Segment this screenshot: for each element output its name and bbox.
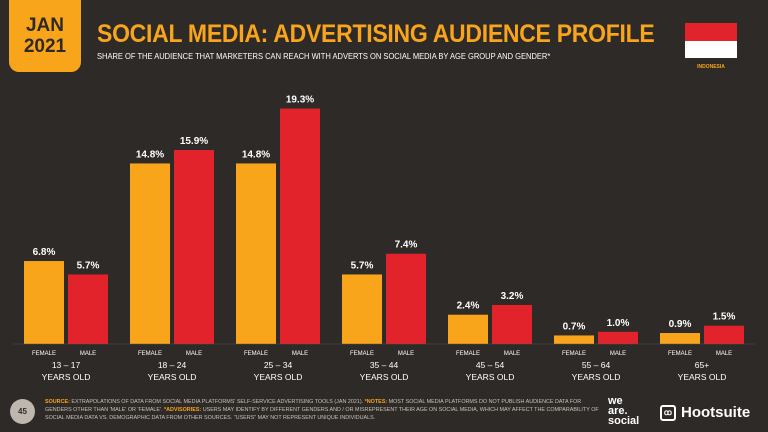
- bar-female: [236, 163, 276, 344]
- data-label: 6.8%: [33, 247, 56, 258]
- category-sublabel: YEARS OLD: [360, 372, 409, 382]
- data-label: 0.9%: [669, 319, 692, 330]
- bar-female: [448, 314, 488, 344]
- series-label: FEMALE: [244, 351, 268, 357]
- series-label: MALE: [292, 351, 308, 357]
- bar-male: [280, 108, 320, 344]
- category-label: 25 – 34: [264, 360, 293, 370]
- series-label: MALE: [80, 351, 96, 357]
- page-subtitle: SHARE OF THE AUDIENCE THAT MARKETERS CAN…: [97, 52, 551, 61]
- bar-male: [68, 274, 108, 344]
- bar-male: [492, 304, 532, 344]
- data-label: 3.2%: [501, 291, 524, 302]
- category-label: 55 – 64: [582, 360, 611, 370]
- footer: 45 SOURCE: EXTRAPOLATIONS OF DATA FROM S…: [0, 392, 768, 432]
- data-label: 0.7%: [563, 321, 586, 332]
- indonesia-flag-icon: [685, 23, 737, 58]
- data-label: 15.9%: [180, 136, 208, 147]
- date-year: 2021: [23, 36, 67, 57]
- bar-female: [660, 333, 700, 344]
- data-label: 14.8%: [136, 149, 164, 160]
- data-label: 1.5%: [713, 312, 736, 323]
- category-label: 35 – 44: [370, 360, 399, 370]
- series-label: MALE: [186, 351, 202, 357]
- category-label: 45 – 54: [476, 360, 505, 370]
- bar-male: [174, 150, 214, 344]
- data-label: 5.7%: [351, 260, 374, 271]
- series-label: FEMALE: [562, 351, 586, 357]
- data-label: 7.4%: [395, 240, 418, 251]
- data-label: 19.3%: [286, 95, 314, 106]
- data-label: 14.8%: [242, 149, 270, 160]
- date-month: JAN: [25, 15, 64, 36]
- page-title: SOCIAL MEDIA: ADVERTISING AUDIENCE PROFI…: [97, 20, 655, 48]
- category-label: 65+: [695, 360, 709, 370]
- series-label: FEMALE: [456, 351, 480, 357]
- category-sublabel: YEARS OLD: [42, 372, 91, 382]
- data-label: 1.0%: [607, 318, 630, 329]
- date-badge: JAN 2021: [9, 0, 81, 72]
- bar-male: [598, 331, 638, 344]
- bar-female: [130, 163, 170, 344]
- series-label: MALE: [504, 351, 520, 357]
- hootsuite-logo: ꝏ Hootsuite: [660, 404, 750, 421]
- series-label: MALE: [610, 351, 626, 357]
- category-sublabel: YEARS OLD: [148, 372, 197, 382]
- series-label: FEMALE: [668, 351, 692, 357]
- bar-female: [24, 261, 64, 344]
- country-label: INDONESIA: [697, 64, 725, 70]
- category-label: 18 – 24: [158, 360, 187, 370]
- bar-female: [342, 274, 382, 344]
- bar-chart: 6.8% FEMALE 5.7% MALE 13 – 17 YEARS OLD 14.8% F…: [13, 95, 755, 382]
- we-are-social-logo: we are. social: [608, 395, 640, 427]
- series-label: FEMALE: [32, 351, 56, 357]
- owl-icon: ꝏ: [660, 404, 676, 421]
- page-number: 45: [10, 399, 35, 424]
- series-label: MALE: [398, 351, 414, 357]
- category-sublabel: YEARS OLD: [572, 372, 621, 382]
- bar-male: [704, 325, 744, 344]
- bar-female: [554, 335, 594, 344]
- category-sublabel: YEARS OLD: [466, 372, 515, 382]
- source-note: SOURCE: EXTRAPOLATIONS OF DATA FROM SOCI…: [45, 399, 599, 421]
- data-label: 2.4%: [457, 301, 480, 312]
- category-label: 13 – 17: [52, 360, 81, 370]
- series-label: MALE: [716, 351, 732, 357]
- series-label: FEMALE: [350, 351, 374, 357]
- data-label: 5.7%: [77, 260, 100, 271]
- category-sublabel: YEARS OLD: [678, 372, 727, 382]
- category-sublabel: YEARS OLD: [254, 372, 303, 382]
- series-label: FEMALE: [138, 351, 162, 357]
- bar-male: [386, 253, 426, 344]
